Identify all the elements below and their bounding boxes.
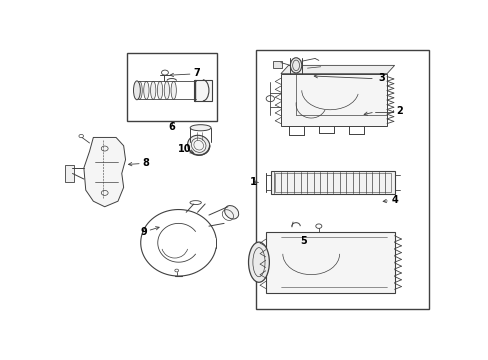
Text: 8: 8: [142, 158, 149, 168]
Ellipse shape: [187, 135, 209, 155]
Ellipse shape: [157, 81, 163, 99]
Ellipse shape: [164, 81, 169, 99]
Text: 10: 10: [177, 144, 191, 153]
Ellipse shape: [137, 81, 142, 99]
Ellipse shape: [171, 81, 176, 99]
Text: 5: 5: [300, 237, 306, 246]
Text: 6: 6: [168, 122, 175, 132]
Text: 4: 4: [390, 195, 397, 205]
Ellipse shape: [150, 81, 156, 99]
Bar: [65, 165, 74, 182]
Text: 3: 3: [377, 73, 384, 83]
Ellipse shape: [224, 206, 238, 219]
Ellipse shape: [191, 138, 205, 152]
Bar: [275, 173, 390, 192]
Text: 1: 1: [249, 177, 256, 187]
Ellipse shape: [290, 58, 301, 73]
Polygon shape: [265, 232, 394, 293]
Bar: [127, 53, 216, 121]
Bar: [273, 61, 281, 68]
Ellipse shape: [190, 125, 211, 131]
Ellipse shape: [143, 81, 149, 99]
Text: 2: 2: [395, 106, 402, 116]
Bar: [271, 171, 394, 194]
Polygon shape: [280, 66, 394, 74]
Polygon shape: [84, 138, 125, 207]
Ellipse shape: [133, 81, 140, 100]
Text: 9: 9: [140, 227, 147, 237]
Text: 7: 7: [193, 68, 200, 78]
Bar: [256, 50, 428, 309]
Bar: [193, 80, 211, 101]
Ellipse shape: [248, 242, 269, 282]
Polygon shape: [280, 74, 386, 126]
